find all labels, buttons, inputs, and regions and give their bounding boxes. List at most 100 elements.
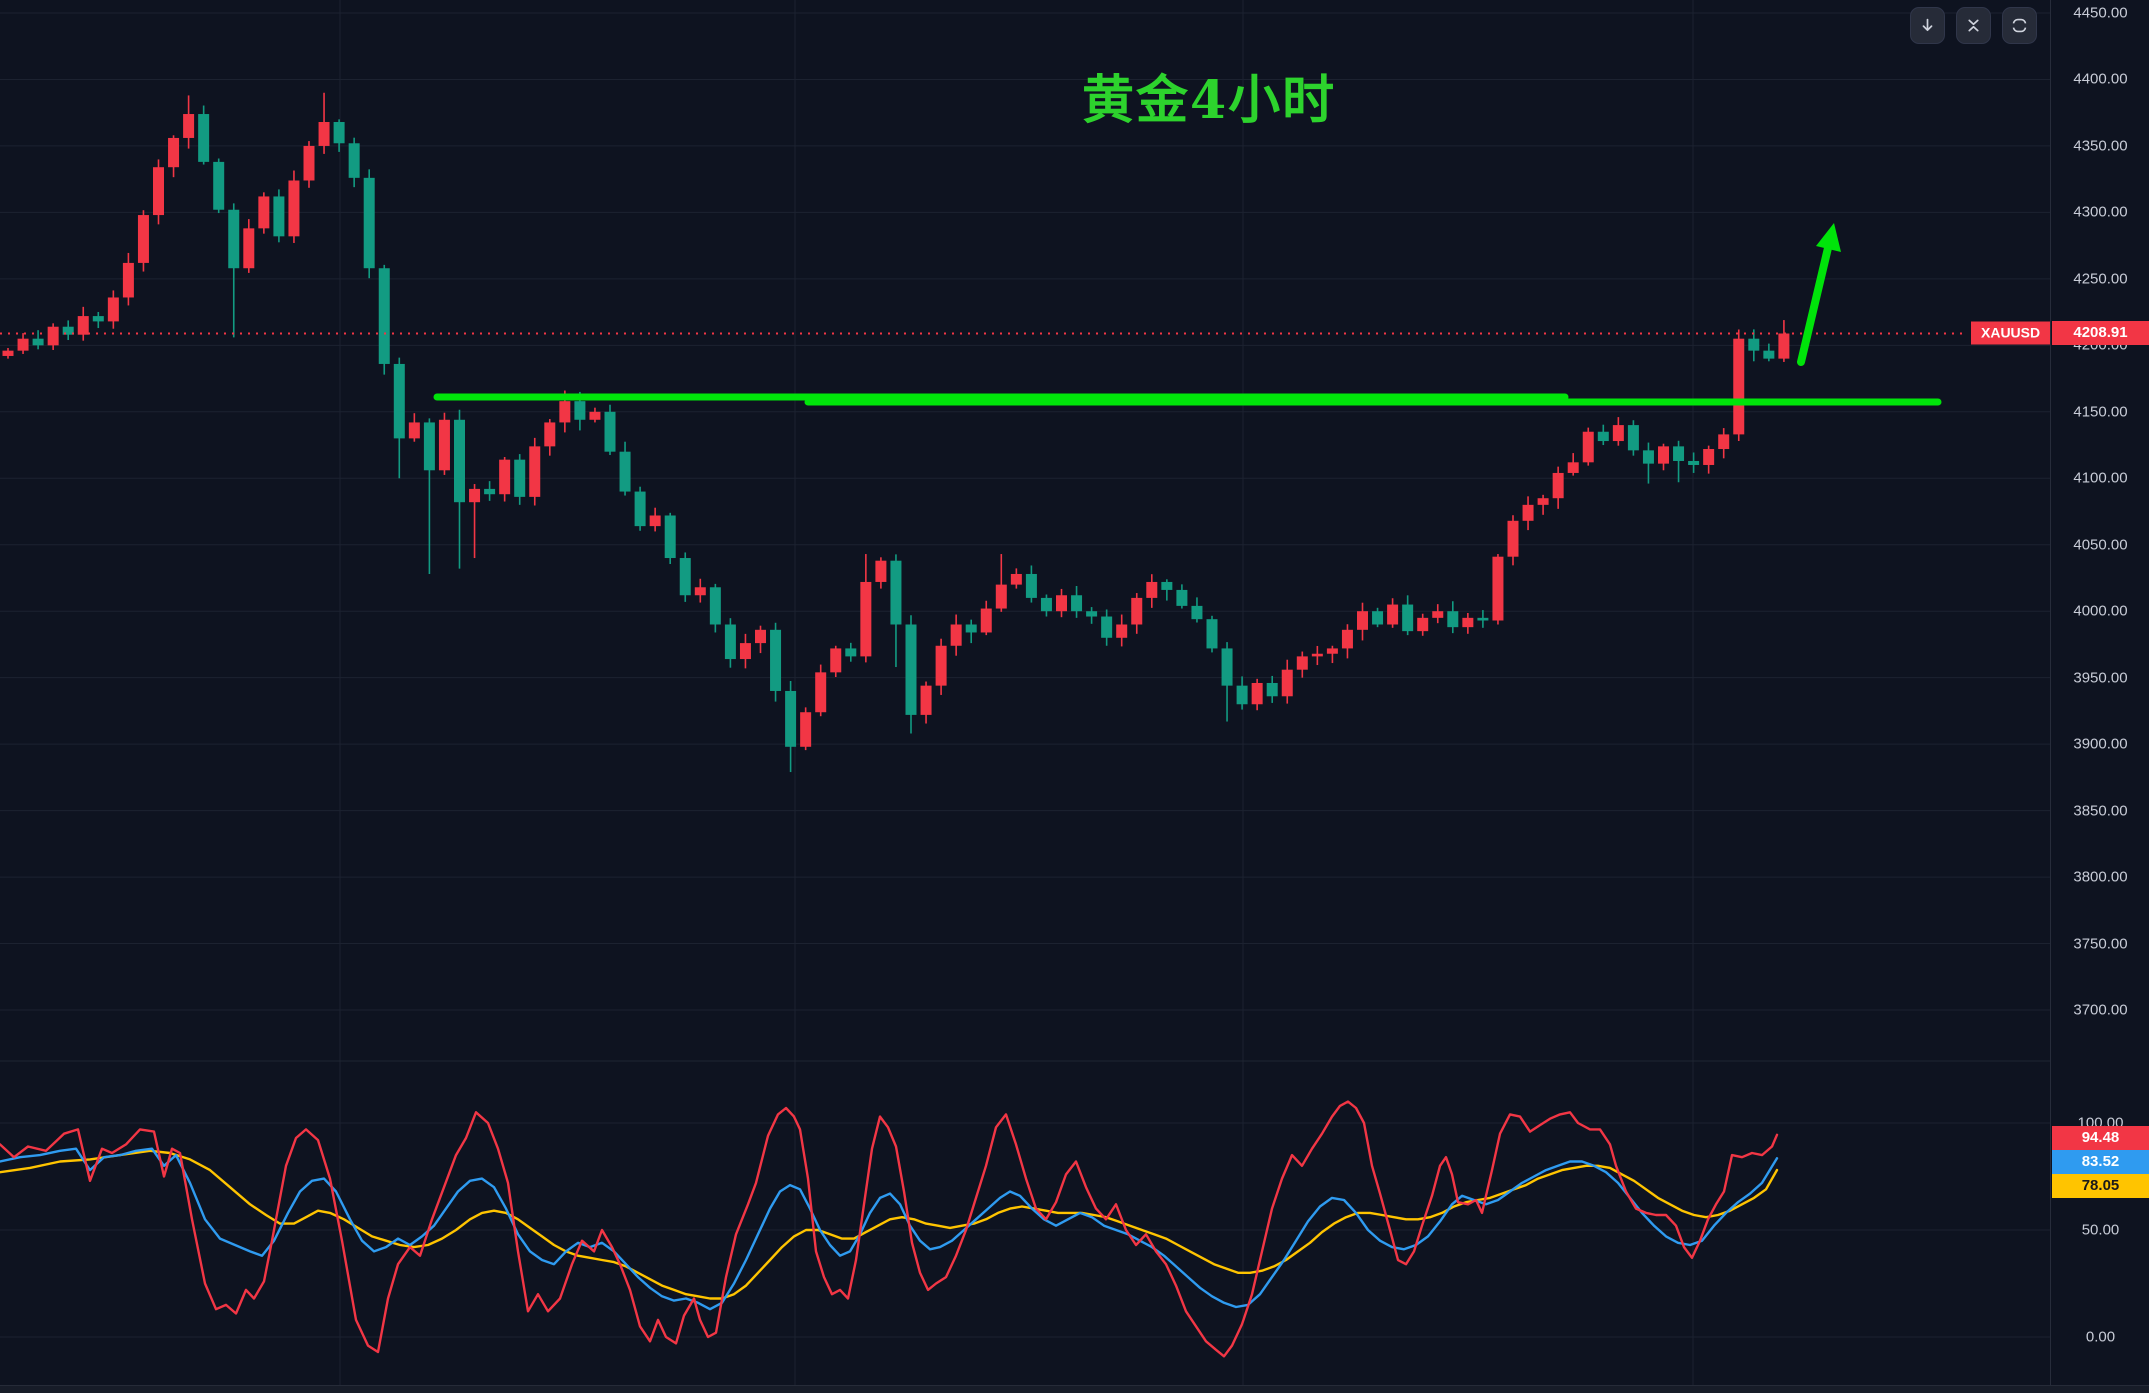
candle-body — [1627, 425, 1639, 451]
candle-body — [1567, 462, 1579, 473]
candle-body — [408, 422, 420, 439]
candle-body — [1507, 520, 1519, 557]
candle-body — [1161, 581, 1173, 590]
candle-body — [1311, 653, 1323, 657]
candle-body — [935, 645, 947, 686]
candle-body — [303, 145, 315, 181]
candle-body — [574, 401, 586, 420]
candle-body — [107, 297, 119, 322]
candle-body — [1326, 648, 1338, 654]
candle-body — [1296, 656, 1308, 670]
candle-body — [679, 558, 691, 596]
candle-body — [1341, 629, 1353, 649]
candle-body — [1402, 604, 1414, 632]
arrow-down-icon — [1919, 17, 1936, 34]
candle-body — [469, 488, 481, 503]
candle-body — [499, 459, 511, 495]
collapse-pane-button[interactable] — [1956, 7, 1991, 44]
candle-body — [378, 268, 390, 364]
candle-body — [1703, 449, 1715, 465]
candle-body — [2, 350, 14, 356]
time-axis-strip[interactable] — [0, 1385, 2149, 1393]
candle-body — [1040, 597, 1052, 612]
candle-body — [273, 196, 285, 237]
candle-body — [950, 624, 962, 646]
collapse-icon — [1965, 17, 1982, 34]
price-tick-label: 4400.00 — [2073, 70, 2128, 88]
candle-body — [1718, 434, 1730, 450]
move-pane-down-button[interactable] — [1910, 7, 1945, 44]
candle-body — [830, 648, 842, 673]
candle-body — [1010, 573, 1022, 585]
candle-body — [920, 685, 932, 715]
kdj-value-badge-D: 78.05 — [2052, 1174, 2149, 1198]
candle-body — [1417, 617, 1429, 632]
maximize-pane-button[interactable] — [2002, 7, 2037, 44]
candle-body — [875, 560, 887, 582]
candle-body — [1522, 504, 1534, 521]
oscillator-tick-label: 0.00 — [2085, 1328, 2116, 1346]
candle-body — [92, 316, 104, 322]
candle-body — [1778, 333, 1790, 359]
candle-body — [1387, 604, 1399, 625]
kdj-value-badge-K: 83.52 — [2052, 1150, 2149, 1174]
candle-body — [1688, 460, 1700, 465]
candle-body — [1086, 611, 1098, 617]
candle-body — [739, 643, 751, 660]
up-arrow-shaft — [1797, 244, 1832, 366]
candle-body — [1447, 611, 1459, 628]
candle-body — [559, 401, 571, 423]
candle-body — [363, 177, 375, 269]
candle-body — [1612, 425, 1624, 442]
candle-body — [122, 262, 134, 298]
candle-body — [1537, 498, 1549, 505]
candle-body — [1763, 350, 1775, 359]
candle-body — [1642, 450, 1654, 464]
candle-body — [423, 422, 435, 471]
candle-body — [1733, 338, 1745, 435]
price-tick-label: 3850.00 — [2073, 802, 2128, 820]
candle-body — [1131, 597, 1143, 625]
candle-body — [1597, 431, 1609, 442]
candle-body — [724, 624, 736, 660]
candle-body — [1281, 669, 1293, 697]
candle-body — [258, 196, 270, 229]
candle-body — [965, 624, 977, 633]
candle-body — [77, 316, 89, 335]
candle-body — [1025, 573, 1037, 598]
candle-body — [845, 648, 857, 657]
candle-body — [243, 228, 255, 269]
price-tick-label: 4250.00 — [2073, 270, 2128, 288]
last-price-badge: 4208.91 — [2052, 321, 2149, 346]
candle-body — [1266, 682, 1278, 697]
chart-title: 黄金4小时 — [1082, 70, 1337, 131]
candle-body — [709, 587, 721, 625]
candle-body — [228, 209, 240, 269]
candle-body — [318, 122, 330, 146]
candle-body — [198, 114, 210, 162]
kdj-line-D — [0, 1149, 1779, 1300]
candle-body — [183, 114, 195, 138]
candle-body — [860, 581, 872, 657]
candle-body — [484, 488, 496, 495]
price-tick-label: 4150.00 — [2073, 403, 2128, 421]
candle-body — [1492, 556, 1504, 621]
up-arrow-head — [1816, 223, 1841, 252]
candle-body — [168, 137, 180, 168]
frame-icon — [2011, 17, 2028, 34]
candle-body — [770, 629, 782, 691]
last-price-symbol-label: XAUUSD — [1971, 321, 2051, 345]
candle-body — [604, 411, 616, 452]
price-tick-label: 4000.00 — [2073, 602, 2128, 620]
candle-body — [649, 515, 661, 527]
candle-body — [1748, 338, 1760, 351]
candle-body — [1357, 611, 1368, 630]
price-axis[interactable]: 4450.004400.004350.004300.004250.004200.… — [2050, 0, 2149, 1393]
candle-body — [1191, 605, 1203, 620]
candle-body — [1552, 472, 1564, 499]
chart-canvas[interactable] — [0, 0, 2050, 1393]
candle-body — [393, 363, 405, 439]
price-tick-label: 4100.00 — [2073, 469, 2128, 487]
price-tick-label: 3750.00 — [2073, 935, 2128, 953]
candle-body — [333, 122, 345, 144]
